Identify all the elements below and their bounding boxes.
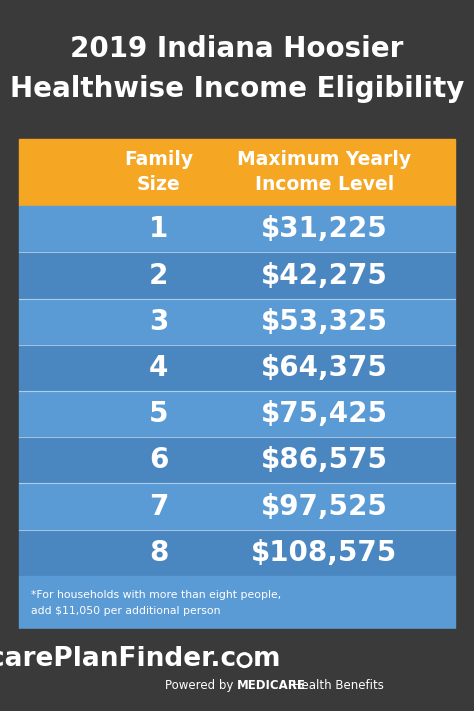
Text: $42,275: $42,275	[261, 262, 388, 289]
Text: 3: 3	[149, 308, 168, 336]
Bar	[19, 530, 455, 576]
Bar	[19, 345, 455, 391]
Bar	[19, 576, 455, 629]
Text: add $11,050 per additional person: add $11,050 per additional person	[31, 606, 220, 616]
Bar	[19, 391, 455, 437]
Bar	[19, 299, 455, 345]
Text: m: m	[253, 646, 281, 672]
Text: Maximum Yearly
Income Level: Maximum Yearly Income Level	[237, 151, 411, 194]
Text: 7: 7	[149, 493, 168, 520]
Text: 1: 1	[149, 215, 168, 243]
Text: Healthwise Income Eligibility: Healthwise Income Eligibility	[10, 75, 464, 103]
Bar	[19, 206, 455, 252]
Text: $108,575: $108,575	[251, 539, 397, 567]
Bar	[19, 483, 455, 530]
Bar	[19, 252, 455, 299]
Bar	[0, 0, 474, 139]
Text: MedicarePlanFinder.c: MedicarePlanFinder.c	[0, 646, 237, 672]
Text: 2019 Indiana Hoosier: 2019 Indiana Hoosier	[70, 36, 404, 63]
Bar	[0, 629, 474, 711]
Text: 8: 8	[149, 539, 168, 567]
Text: *For households with more than eight people,: *For households with more than eight peo…	[31, 589, 281, 599]
Text: MEDICARE: MEDICARE	[237, 678, 306, 692]
Text: Family
Size: Family Size	[124, 151, 193, 194]
Text: $86,575: $86,575	[261, 447, 388, 474]
Bar	[19, 437, 455, 483]
Text: $64,375: $64,375	[261, 354, 388, 382]
Text: $31,225: $31,225	[261, 215, 388, 243]
Text: 6: 6	[149, 447, 168, 474]
Bar	[19, 139, 455, 206]
Text: $75,425: $75,425	[261, 400, 388, 428]
Text: Powered by: Powered by	[165, 678, 237, 692]
Text: 5: 5	[149, 400, 168, 428]
Text: 2: 2	[149, 262, 168, 289]
Text: 4: 4	[149, 354, 168, 382]
Text: Health Benefits: Health Benefits	[289, 678, 384, 692]
Text: $97,525: $97,525	[261, 493, 388, 520]
Text: $53,325: $53,325	[261, 308, 388, 336]
